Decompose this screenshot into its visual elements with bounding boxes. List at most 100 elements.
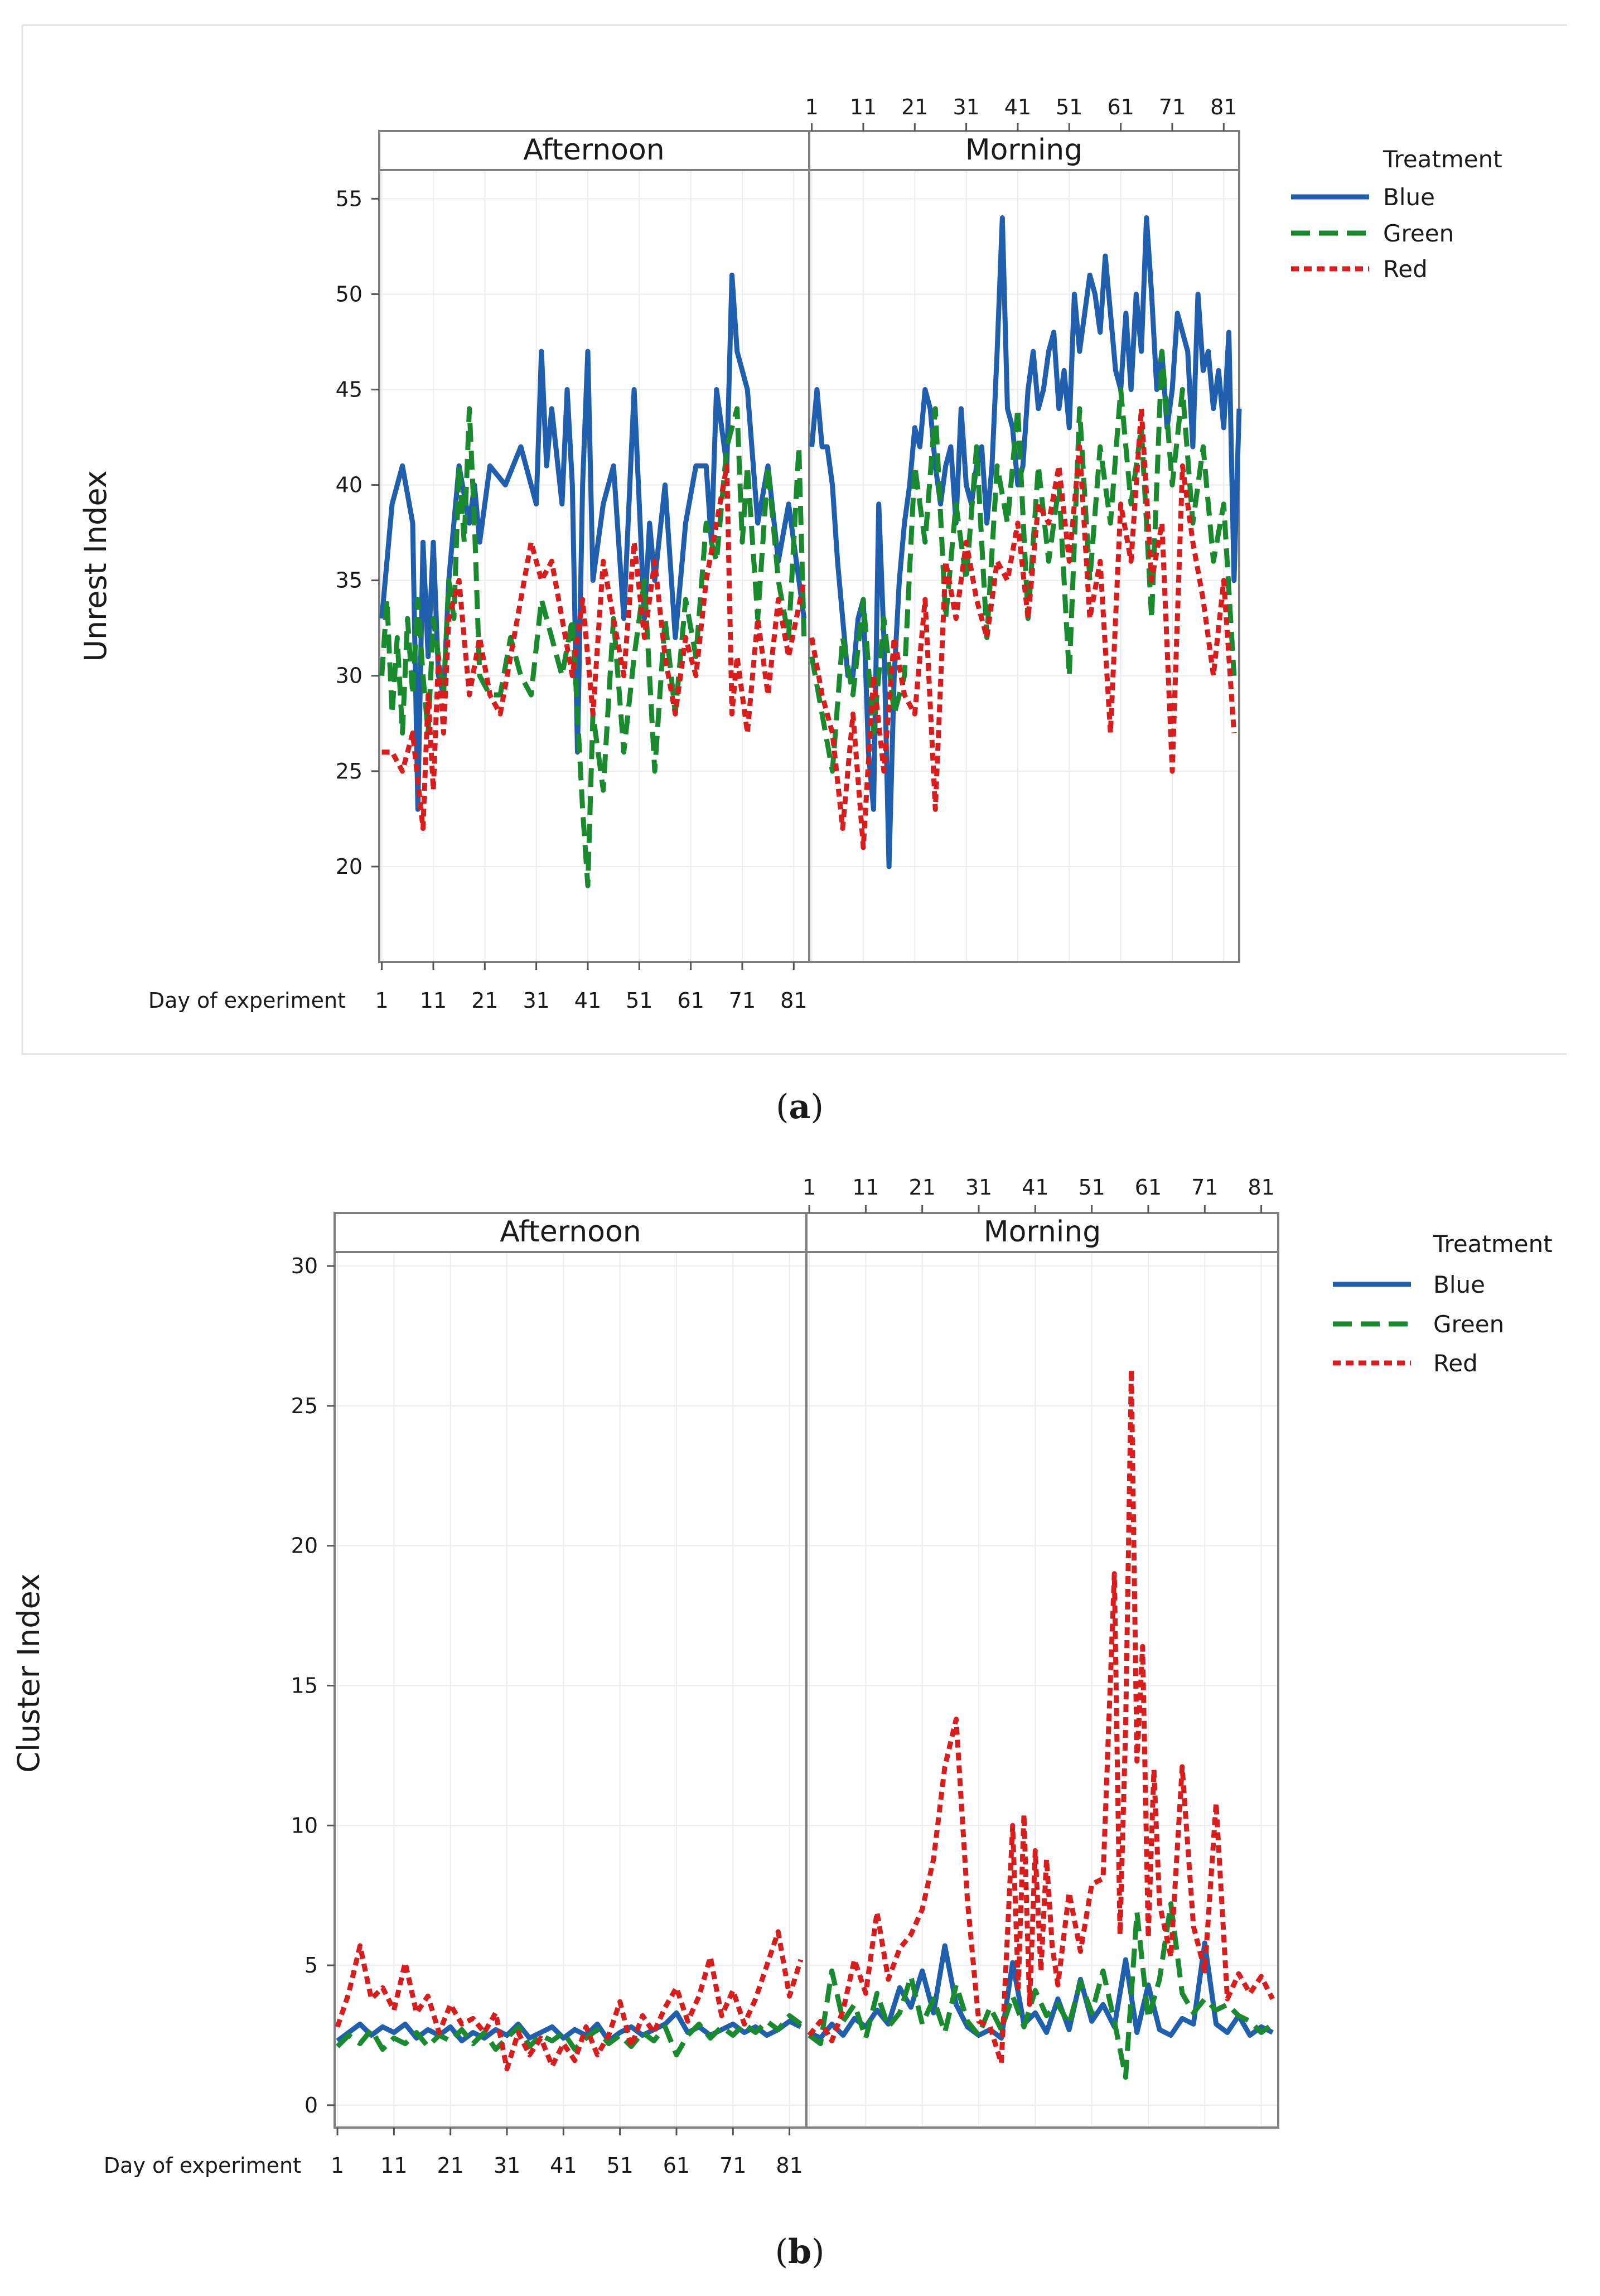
facet-strip-morning-a — [808, 130, 1240, 171]
series-line-red-morning — [807, 1367, 1275, 2066]
x-tick-label-bottom-61: 61 — [663, 2153, 690, 2178]
x-tick-label-bottom-61: 61 — [677, 988, 704, 1013]
series-lines-morning-b — [807, 1367, 1275, 2080]
facet-label-afternoon-b: Afternoon — [500, 1215, 641, 1249]
y-tick-label-0: 0 — [304, 2093, 318, 2118]
x-tick-label-bottom-81: 81 — [780, 988, 807, 1013]
y-tick-label-15: 15 — [291, 1673, 318, 1698]
y-tick-label-55: 55 — [336, 186, 362, 211]
series-line-red-afternoon — [335, 1929, 804, 2072]
caption-b-letter: b — [788, 2232, 811, 2271]
y-axis-ticks-a: 20 25 30 35 40 45 50 55 — [336, 186, 379, 879]
caption-a-letter: a — [789, 1087, 811, 1127]
legend-title-a: Treatment — [1383, 146, 1502, 173]
caption-b: (b) — [775, 2232, 825, 2271]
panel-morning-b — [805, 1251, 1279, 2129]
legend-label-red-a: Red — [1383, 255, 1428, 283]
x-tick-label-bottom-31: 31 — [494, 2153, 520, 2178]
series-line-green-afternoon — [335, 2013, 803, 2058]
x-tick-label-bottom-21: 21 — [437, 2153, 464, 2178]
x-tick-label-bottom-31: 31 — [523, 988, 549, 1013]
x-tick-label-bottom-41: 41 — [550, 2153, 577, 2178]
gridlines-morning-b — [806, 1252, 1278, 2128]
y-tick-label-50: 50 — [336, 282, 362, 306]
y-tick-label-20: 20 — [291, 1534, 318, 1558]
x-tick-label-top-61: 61 — [1107, 95, 1134, 119]
y-tick-label-30: 30 — [336, 664, 362, 688]
x-tick-label-top-41: 41 — [1022, 1175, 1048, 1200]
y-tick-label-40: 40 — [336, 473, 362, 497]
facet-label-morning-b: Morning — [984, 1215, 1101, 1249]
legend-a: Treatment Blue Green Red — [1291, 146, 1502, 283]
legend-label-blue-a: Blue — [1383, 183, 1435, 211]
series-lines-morning-a — [809, 215, 1242, 869]
legend-label-green-a: Green — [1383, 220, 1454, 247]
x-tick-label-top-61: 61 — [1135, 1175, 1162, 1200]
x-tick-label-bottom-11: 11 — [420, 988, 447, 1013]
x-axis-title-b: Day of experiment — [104, 2153, 301, 2178]
legend-label-green-b: Green — [1433, 1311, 1504, 1338]
x-tick-label-top-71: 71 — [1191, 1175, 1218, 1200]
x-tick-label-bottom-1: 1 — [331, 2153, 344, 2178]
series-line-red-afternoon — [381, 463, 807, 831]
y-tick-label-5: 5 — [304, 1953, 318, 1978]
y-tick-label-25: 25 — [336, 759, 362, 784]
series-lines-afternoon-a — [379, 272, 807, 888]
series-lines-afternoon-b — [335, 1929, 804, 2072]
series-line-green-morning — [809, 349, 1237, 774]
x-tick-label-top-51: 51 — [1078, 1175, 1105, 1200]
x-tick-label-bottom-41: 41 — [574, 988, 601, 1013]
x-tick-label-top-1: 1 — [805, 95, 819, 119]
x-tick-label-top-1: 1 — [803, 1175, 816, 1200]
legend-b: Treatment Blue Green Red — [1333, 1230, 1553, 1377]
series-line-red-morning — [809, 406, 1237, 850]
x-tick-label-bottom-11: 11 — [380, 2153, 407, 2178]
x-tick-label-top-81: 81 — [1248, 1175, 1274, 1200]
x-tick-label-bottom-71: 71 — [719, 2153, 746, 2178]
legend-label-blue-b: Blue — [1433, 1271, 1485, 1298]
y-tick-label-10: 10 — [291, 1813, 318, 1838]
x-tick-label-top-41: 41 — [1004, 95, 1031, 119]
x-tick-label-top-21: 21 — [909, 1175, 936, 1200]
x-axis-ticks-top-b: 1 11 21 31 41 51 61 71 81 — [803, 1175, 1275, 1213]
x-axis-title-a: Day of experiment — [148, 988, 346, 1013]
series-line-green-morning — [808, 1901, 1274, 2080]
y-tick-label-25: 25 — [291, 1394, 318, 1418]
legend-label-red-b: Red — [1433, 1350, 1478, 1377]
gridlines-afternoon-b — [335, 1252, 806, 2128]
x-axis-ticks-bottom-a: 1 11 21 31 41 51 61 71 81 — [375, 962, 807, 1013]
y-axis-ticks-b: 0 5 10 15 20 25 30 — [291, 1254, 335, 2118]
x-tick-label-bottom-21: 21 — [471, 988, 498, 1013]
chart-a-frame-left-bottom — [21, 25, 1567, 1055]
x-tick-label-top-11: 11 — [850, 95, 877, 119]
facet-strip-afternoon-b — [333, 1212, 808, 1253]
x-tick-label-top-71: 71 — [1159, 95, 1186, 119]
x-tick-label-bottom-51: 51 — [606, 2153, 633, 2178]
x-tick-label-top-31: 31 — [965, 1175, 992, 1200]
y-tick-label-30: 30 — [291, 1254, 318, 1278]
x-tick-label-top-51: 51 — [1056, 95, 1082, 119]
y-tick-label-35: 35 — [336, 568, 362, 593]
series-line-blue-afternoon — [336, 2010, 802, 2043]
x-tick-label-bottom-1: 1 — [375, 988, 389, 1013]
panel-morning-a — [808, 169, 1240, 963]
x-tick-label-top-81: 81 — [1210, 95, 1237, 119]
y-tick-label-45: 45 — [336, 377, 362, 402]
caption-a: (a) — [776, 1087, 824, 1127]
y-axis-title-a: Unrest Index — [78, 470, 113, 661]
y-axis-title-b: Cluster Index — [11, 1573, 46, 1773]
y-tick-label-20: 20 — [336, 854, 362, 879]
facet-label-morning-a: Morning — [965, 133, 1083, 167]
x-axis-ticks-top-a: 1 11 21 31 41 51 61 71 81 — [805, 95, 1237, 131]
legend-title-b: Treatment — [1433, 1230, 1553, 1258]
x-tick-label-bottom-71: 71 — [729, 988, 756, 1013]
x-tick-label-top-21: 21 — [901, 95, 928, 119]
x-tick-label-bottom-81: 81 — [776, 2153, 803, 2178]
facet-label-afternoon-a: Afternoon — [523, 133, 665, 167]
x-tick-label-top-11: 11 — [852, 1175, 879, 1200]
x-axis-ticks-bottom-b: 1 11 21 31 41 51 61 71 81 — [331, 2128, 803, 2178]
series-line-blue-morning — [809, 215, 1242, 869]
